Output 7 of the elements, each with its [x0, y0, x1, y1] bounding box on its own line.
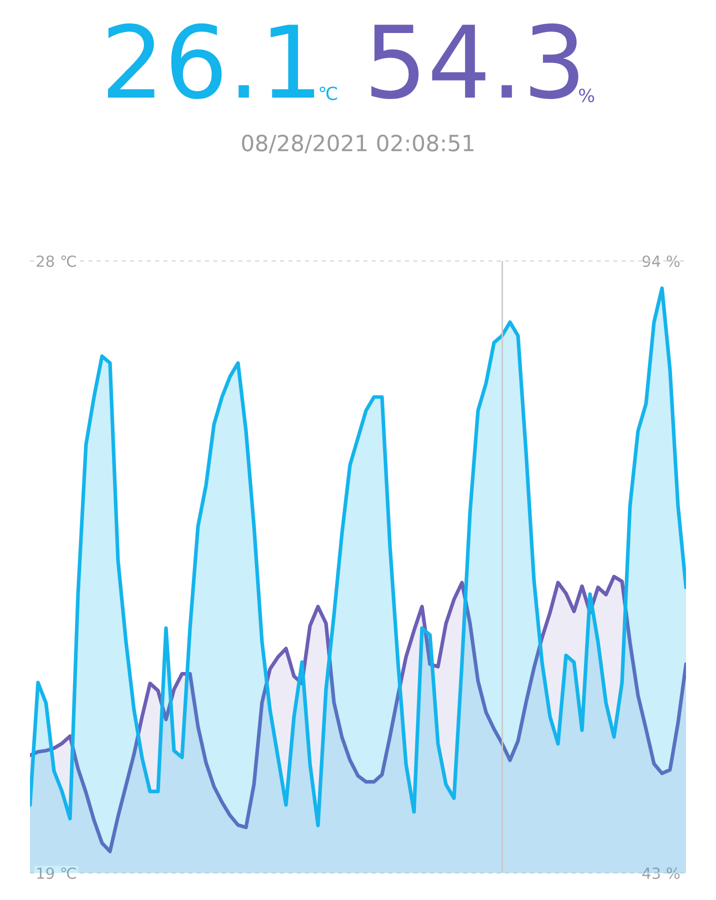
text: 08/28/2021 02:08:51 [242, 134, 474, 154]
y-tick-label: 19 ℃ [37, 867, 76, 880]
text: ℃ [320, 86, 338, 100]
text: 26.1 [108, 23, 314, 100]
text: % [578, 88, 594, 102]
y-tick-label: 28 ℃ [36, 255, 76, 268]
text: 54.3 [371, 23, 578, 100]
